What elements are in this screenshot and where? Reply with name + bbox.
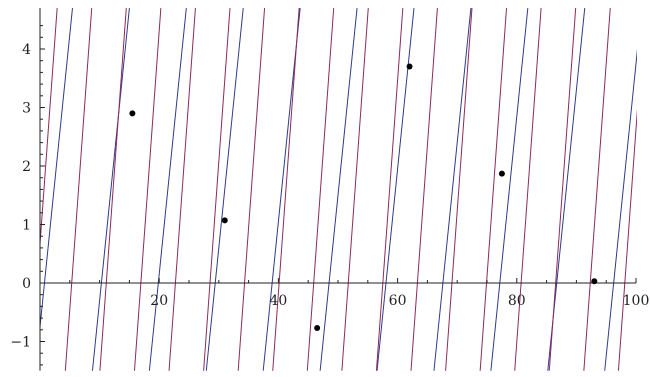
y-tick-label: 1 [22,218,31,234]
x-tick-label: 40 [269,293,287,309]
series-1-segment [490,7,529,371]
series-2-segment [40,8,58,251]
series-lines [40,7,637,371]
y-tick-label: 2 [22,159,31,175]
series-2-segment [410,8,438,371]
series-1-segment [91,7,130,371]
series-1-segment [604,48,637,371]
origin-tick-label: 0 [22,276,31,292]
series-2-segment [237,8,266,371]
series-2-segment [168,8,196,371]
x-tick-label: 60 [389,293,407,309]
series-2-segment [583,8,611,371]
series-2-segment [514,8,542,371]
x-tick-label: 80 [508,293,526,309]
y-tick-label: 3 [22,101,31,117]
series-2-segment [306,8,335,371]
series-1-segment [40,7,73,332]
series-2-segment [548,8,577,371]
series-1-segment [376,7,415,371]
series-2 [40,8,637,371]
series-2-segment [445,8,473,371]
data-point [129,110,136,117]
data-points [129,63,598,332]
series-2-segment [341,8,369,371]
data-point [406,63,413,70]
series-1-segment [433,7,472,371]
y-tick-label: −1 [10,335,31,351]
tick-marks [40,25,637,366]
data-point [314,325,321,332]
series-2-segment [272,8,300,371]
series-1-segment [148,7,187,371]
tick-labels: 0 20 40 60 80 100 −1 1 2 3 4 [10,42,649,351]
series-2-segment [64,8,93,371]
data-point [221,217,228,224]
series-2-segment [617,108,637,371]
series-1 [40,7,637,371]
series-1-segment [262,7,301,371]
x-tick-label: 20 [150,293,168,309]
axes [39,8,636,371]
y-tick-label: 4 [22,42,31,58]
data-point [591,278,598,285]
series-2-segment [479,8,508,371]
series-2-segment [203,8,231,371]
series-1-segment [319,7,358,371]
series-2-segment [99,8,127,371]
x-tick-label: 100 [623,293,650,309]
series-2-segment [375,8,404,371]
series-2-segment [133,8,162,371]
series-1-segment [205,7,244,371]
data-point [498,170,505,177]
